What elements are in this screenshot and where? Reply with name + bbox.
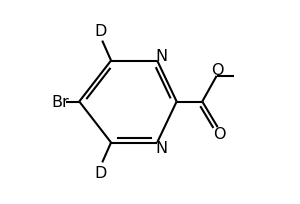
Text: D: D — [94, 165, 106, 180]
Text: O: O — [213, 126, 226, 141]
Text: Br: Br — [51, 94, 69, 110]
Text: O: O — [212, 63, 224, 78]
Text: N: N — [155, 49, 167, 64]
Text: D: D — [94, 24, 106, 39]
Text: N: N — [155, 140, 167, 155]
